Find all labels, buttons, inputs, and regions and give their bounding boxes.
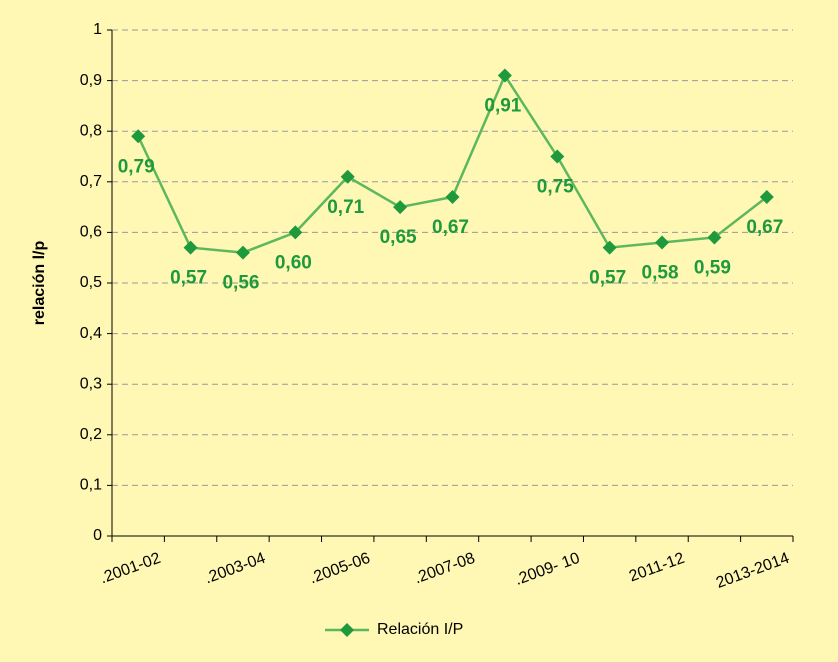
y-tick-label: 0,4 [80, 325, 102, 342]
y-tick-label: 0,3 [80, 375, 102, 392]
y-tick-label: 0,2 [80, 426, 102, 443]
legend-label: Relación I/P [377, 621, 463, 638]
data-label: 0,67 [746, 217, 783, 238]
y-tick-label: 0,7 [80, 173, 102, 190]
data-label: 0,91 [484, 96, 521, 117]
marker [183, 240, 198, 255]
data-label: 0,58 [642, 263, 679, 284]
y-axis-title: relación l/p [31, 241, 48, 326]
y-tick-label: 0,9 [80, 72, 102, 89]
data-label: 0,59 [694, 257, 731, 278]
marker [393, 200, 408, 215]
legend-marker [340, 623, 354, 637]
data-label: 0,56 [222, 273, 259, 294]
y-tick-label: 0 [93, 527, 102, 544]
data-label: 0,57 [589, 268, 626, 289]
data-label: 0,71 [327, 197, 364, 218]
marker [235, 245, 250, 260]
data-label: 0,57 [170, 268, 207, 289]
marker [497, 68, 512, 83]
y-tick-label: 0,5 [80, 274, 102, 291]
y-tick-label: 0,1 [80, 477, 102, 494]
marker [707, 230, 722, 245]
marker [445, 189, 460, 204]
y-tick-label: 1 [93, 21, 102, 38]
data-label: 0,65 [380, 227, 417, 248]
y-tick-label: 0,6 [80, 224, 102, 241]
data-label: 0,67 [432, 217, 469, 238]
data-label: 0,60 [275, 252, 312, 273]
marker [602, 240, 617, 255]
data-label: 0,79 [118, 156, 155, 177]
y-tick-label: 0,8 [80, 122, 102, 139]
data-label: 0,75 [537, 177, 574, 198]
marker [340, 169, 355, 184]
marker [131, 129, 146, 144]
marker [288, 225, 303, 240]
marker [655, 235, 670, 250]
marker [759, 189, 774, 204]
marker [550, 149, 565, 164]
